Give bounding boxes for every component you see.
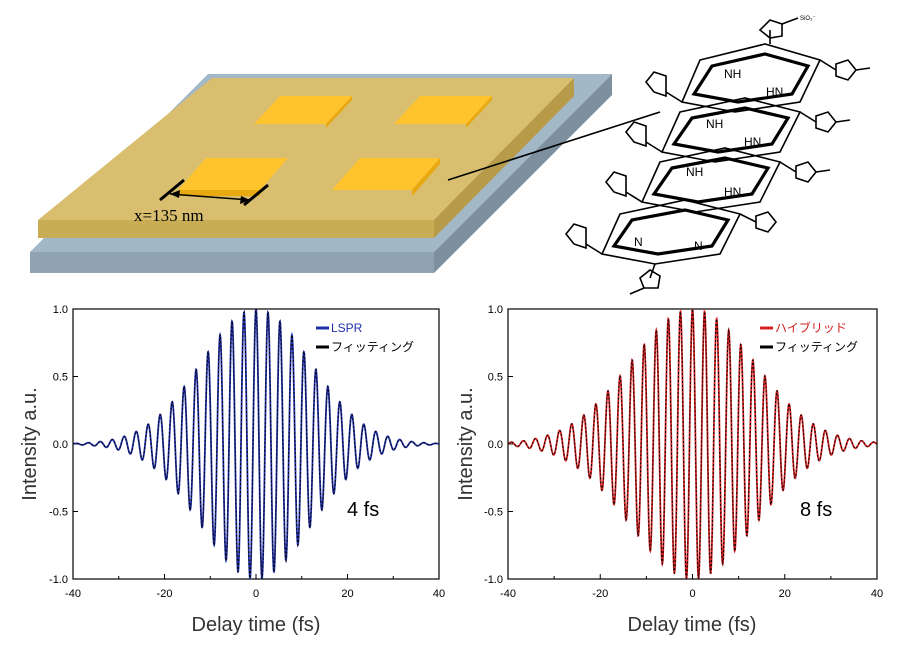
chart-lspr: -40 -20 0 20 40 -1.0 -0.5 0.0 0.5 1.0 Intensity a… bbox=[19, 304, 445, 636]
legend: ハイブリッド フィッティング bbox=[760, 320, 858, 354]
y-tick-label: 0.5 bbox=[488, 372, 503, 384]
porphyrin-ring-4 bbox=[600, 199, 742, 265]
nanopad-front-left bbox=[178, 158, 288, 196]
porphyrin-ring-1 bbox=[680, 43, 822, 113]
ring-label-5: NH bbox=[686, 165, 703, 179]
ring-label-4: HN bbox=[744, 135, 761, 149]
x-tick-label: -20 bbox=[592, 588, 608, 600]
nanopad-back-left bbox=[254, 96, 352, 128]
legend: LSPR フィッティング bbox=[316, 321, 414, 354]
substituent-right-2 bbox=[799, 111, 851, 133]
tick-group: -40 -20 0 20 40 -1.0 -0.5 0.0 0.5 1.0 bbox=[484, 304, 883, 600]
substituent-left-4 bbox=[564, 223, 603, 255]
substituent-right-1 bbox=[819, 59, 871, 81]
dimension-arrow bbox=[159, 178, 269, 207]
y-tick-label: 1.0 bbox=[53, 304, 68, 316]
substrate-slab-front bbox=[30, 252, 434, 273]
gold-film-front bbox=[38, 220, 434, 238]
y-tick-label: -1.0 bbox=[49, 574, 68, 586]
y-tick-label: -1.0 bbox=[484, 574, 503, 586]
ring-label-7: N bbox=[634, 235, 643, 249]
porphyrin-ring-2 bbox=[660, 97, 802, 163]
series-group bbox=[508, 309, 877, 579]
ring-label-8: N bbox=[694, 239, 703, 253]
x-tick-label: 20 bbox=[779, 588, 791, 600]
tick-group: -40 -20 0 20 40 -1.0 -0.5 0.0 0.5 1.0 bbox=[49, 304, 445, 600]
legend-label-fit: フィッティング bbox=[775, 340, 858, 354]
x-tick-label: 20 bbox=[341, 588, 353, 600]
leader-line bbox=[447, 111, 661, 181]
substituent-right-4 bbox=[739, 211, 778, 233]
x-axis-label: Delay time (fs) bbox=[192, 614, 321, 636]
ring-label-1: NH bbox=[724, 67, 741, 81]
y-tick-label: -0.5 bbox=[484, 507, 503, 519]
decay-time-annotation: 8 fs bbox=[800, 499, 832, 521]
y-axis-label: Intensity a.u. bbox=[19, 387, 41, 500]
x-axis-label: Delay time (fs) bbox=[628, 614, 757, 636]
y-tick-label: -0.5 bbox=[49, 507, 68, 519]
x-tick-label: -40 bbox=[500, 588, 516, 600]
y-tick-label: 0.0 bbox=[488, 439, 503, 451]
gold-film-side bbox=[434, 78, 574, 238]
y-axis-label: Intensity a.u. bbox=[455, 387, 477, 500]
substituent-right-3 bbox=[779, 161, 831, 183]
series-line-fit bbox=[508, 309, 877, 579]
ring-label-3: NH bbox=[706, 117, 723, 131]
porphyrin-stack: NH HN NH HN NH HN N N SiO₃⁻ bbox=[564, 16, 871, 295]
ring-label-6: HN bbox=[724, 185, 741, 199]
nanopad-front-right bbox=[332, 158, 440, 196]
x-tick-label: -40 bbox=[65, 588, 81, 600]
substituent-left-2 bbox=[624, 121, 663, 153]
substituent-top: SiO₃⁻ bbox=[758, 16, 816, 44]
substituent-left-3 bbox=[604, 171, 643, 203]
x-tick-label: 40 bbox=[871, 588, 883, 600]
series-group bbox=[73, 309, 439, 579]
x-tick-label: 0 bbox=[689, 588, 695, 600]
device-schematic: x=135 nm bbox=[30, 74, 661, 273]
chart-hybrid: -40 -20 0 20 40 -1.0 -0.5 0.0 0.5 1.0 Intensity a… bbox=[455, 304, 883, 636]
dimension-label: x=135 nm bbox=[134, 206, 204, 225]
substrate-slab-side bbox=[434, 74, 612, 273]
series-line-fit bbox=[73, 309, 439, 579]
ring-label-2: HN bbox=[766, 85, 783, 99]
y-tick-label: 1.0 bbox=[488, 304, 503, 316]
legend-label-fit: フィッティング bbox=[331, 340, 414, 354]
decay-time-annotation: 4 fs bbox=[347, 499, 379, 521]
legend-label-lspr: LSPR bbox=[331, 321, 363, 335]
porphyrin-ring-3 bbox=[640, 147, 782, 213]
substituent-label: SiO₃⁻ bbox=[800, 16, 816, 22]
x-tick-label: 0 bbox=[253, 588, 259, 600]
y-tick-label: 0.5 bbox=[53, 372, 68, 384]
legend-label-hybrid: ハイブリッド bbox=[775, 320, 847, 335]
substituent-bottom bbox=[629, 263, 661, 295]
x-tick-label: -20 bbox=[157, 588, 173, 600]
x-tick-label: 40 bbox=[433, 588, 445, 600]
y-tick-label: 0.0 bbox=[53, 439, 68, 451]
nanopad-back-right bbox=[394, 96, 492, 128]
substituent-left-1 bbox=[644, 71, 683, 103]
